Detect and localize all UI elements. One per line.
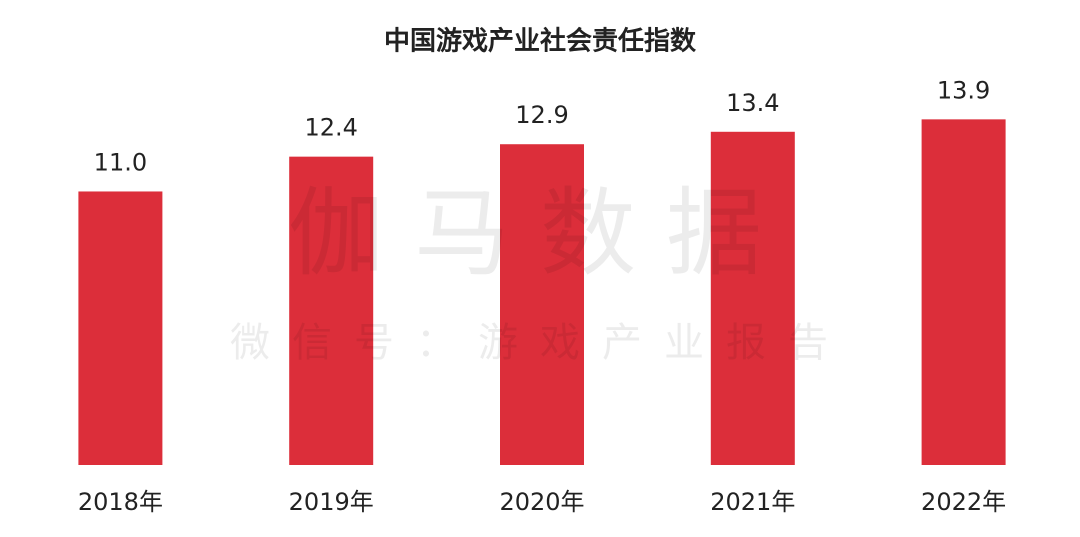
- value-label: 13.4: [726, 89, 779, 117]
- x-tick-label: 2020年: [499, 488, 584, 516]
- value-label: 13.9: [937, 76, 990, 104]
- x-tick-label: 2021年: [710, 488, 795, 516]
- bar: [78, 191, 163, 465]
- bar: [289, 156, 374, 466]
- watermark: 伽马数据: [288, 177, 792, 289]
- bar: [710, 131, 795, 465]
- x-tick-label: 2019年: [289, 488, 374, 516]
- bars: 11.0 2018年 12.4 2019年 12.9 2020年 13.4 2021年 13.9…: [78, 76, 1006, 516]
- watermark-subtitle: 微信号：游戏产业报告: [230, 320, 850, 366]
- value-label: 11.0: [94, 148, 147, 176]
- x-tick-label: 2018年: [78, 488, 163, 516]
- value-label: 12.4: [304, 114, 357, 142]
- x-tick-label: 2022年: [921, 488, 1006, 516]
- value-label: 12.9: [515, 101, 568, 129]
- bar: [500, 144, 584, 465]
- chart-title: 中国游戏产业社会责任指数: [384, 26, 697, 57]
- bar: [921, 119, 1006, 465]
